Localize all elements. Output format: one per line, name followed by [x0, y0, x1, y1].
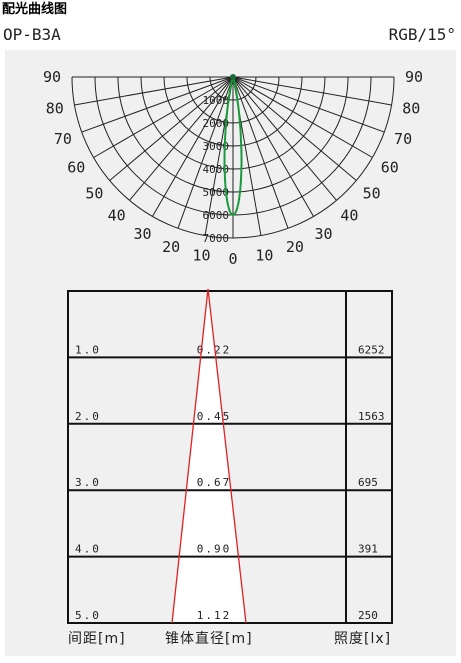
- title: 配光曲线图: [2, 1, 67, 17]
- angle-label: 90: [43, 68, 61, 86]
- ring-label: 2000: [203, 117, 230, 130]
- column-header: 锥体直径[m]: [165, 630, 253, 647]
- angle-label: 80: [402, 99, 420, 117]
- radial-line: [232, 76, 373, 158]
- table-border: [67, 290, 393, 624]
- distance: 2.0: [75, 410, 101, 423]
- illuminance: 1563: [358, 410, 385, 423]
- diameter: 0.90: [197, 543, 232, 556]
- ring-label: 6000: [203, 209, 230, 222]
- distance: 5.0: [75, 609, 101, 622]
- spec: RGB/15°: [389, 25, 456, 44]
- illuminance: 695: [358, 476, 378, 489]
- radial-line: [177, 76, 234, 229]
- illuminance: 250: [358, 609, 378, 622]
- column-header: 照度[lx]: [334, 631, 391, 647]
- angle-label: 10: [193, 246, 211, 264]
- angle-label: 20: [286, 238, 304, 256]
- model: OP-B3A: [3, 25, 61, 44]
- radial-line: [232, 76, 385, 133]
- angle-label: 90: [405, 68, 423, 86]
- distance: 1.0: [75, 343, 101, 356]
- ring-label: 4000: [203, 163, 230, 176]
- origin: [230, 74, 236, 80]
- angle-label: 70: [54, 130, 72, 148]
- angle-label: 30: [133, 225, 151, 243]
- angle-label: 40: [108, 207, 126, 225]
- radial-line: [74, 76, 234, 106]
- radial-line: [232, 76, 357, 181]
- angle-label: 60: [67, 159, 85, 177]
- light-cone: [172, 289, 246, 623]
- angle-label: 80: [46, 99, 64, 117]
- intensity-curve: [223, 76, 243, 217]
- table: 1.0 0.22 6252 2.0 0.45 1563 3.0 0.67 695 4.0 0.90 3…: [67, 288, 393, 647]
- diameter: 1.12: [197, 609, 232, 622]
- angle-label: 40: [340, 207, 358, 225]
- radial-line: [232, 76, 392, 106]
- radial-line: [232, 76, 337, 201]
- radial-line: [232, 76, 314, 217]
- radial-line: [109, 76, 234, 181]
- angle-label: 50: [363, 184, 381, 202]
- angle-label: 20: [162, 238, 180, 256]
- ring-label: 7000: [203, 232, 230, 245]
- angle-label: 0: [228, 250, 237, 268]
- radial-line: [81, 76, 234, 133]
- diameter: 0.22: [197, 343, 232, 356]
- column-header: 间距[m]: [68, 631, 126, 647]
- cone-edge: [171, 288, 209, 624]
- angle-label: 30: [314, 225, 332, 243]
- radial-line: [93, 76, 234, 158]
- illuminance: 6252: [358, 343, 385, 356]
- radial-line: [129, 76, 234, 201]
- distance: 3.0: [75, 476, 101, 489]
- radial-line: [232, 76, 289, 229]
- angle-label: 50: [85, 184, 103, 202]
- angle-label: 70: [394, 130, 412, 148]
- ring-label: 5000: [203, 186, 230, 199]
- angle-label: 60: [381, 159, 399, 177]
- ring-label: 1000: [203, 94, 230, 107]
- cone-edge: [207, 288, 247, 624]
- radial-line: [152, 76, 234, 217]
- diameter: 0.45: [197, 410, 232, 423]
- angle-label: 10: [255, 246, 273, 264]
- distance: 4.0: [75, 543, 101, 556]
- ring-label: 3000: [203, 140, 230, 153]
- diameter: 0.67: [197, 476, 232, 489]
- illuminance: 391: [358, 543, 378, 556]
